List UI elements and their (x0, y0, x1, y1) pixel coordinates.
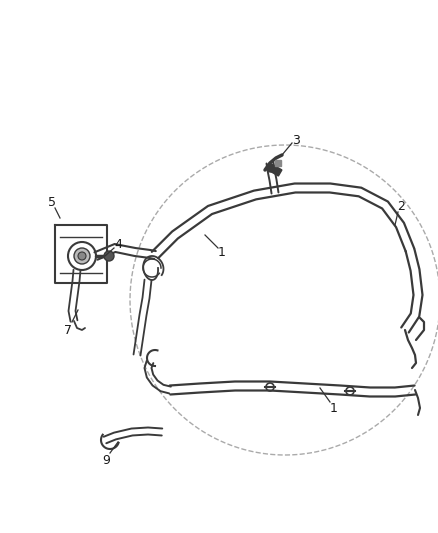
Text: 1: 1 (218, 246, 226, 259)
Circle shape (78, 252, 86, 260)
Text: 9: 9 (102, 454, 110, 466)
Text: 5: 5 (48, 196, 56, 208)
Text: 7: 7 (64, 324, 72, 336)
Bar (267, 164, 281, 176)
Circle shape (74, 248, 90, 264)
Circle shape (104, 251, 114, 261)
Text: 4: 4 (114, 238, 122, 251)
Text: 1: 1 (329, 401, 337, 415)
Text: 3: 3 (291, 133, 299, 147)
Text: 2: 2 (396, 199, 404, 213)
